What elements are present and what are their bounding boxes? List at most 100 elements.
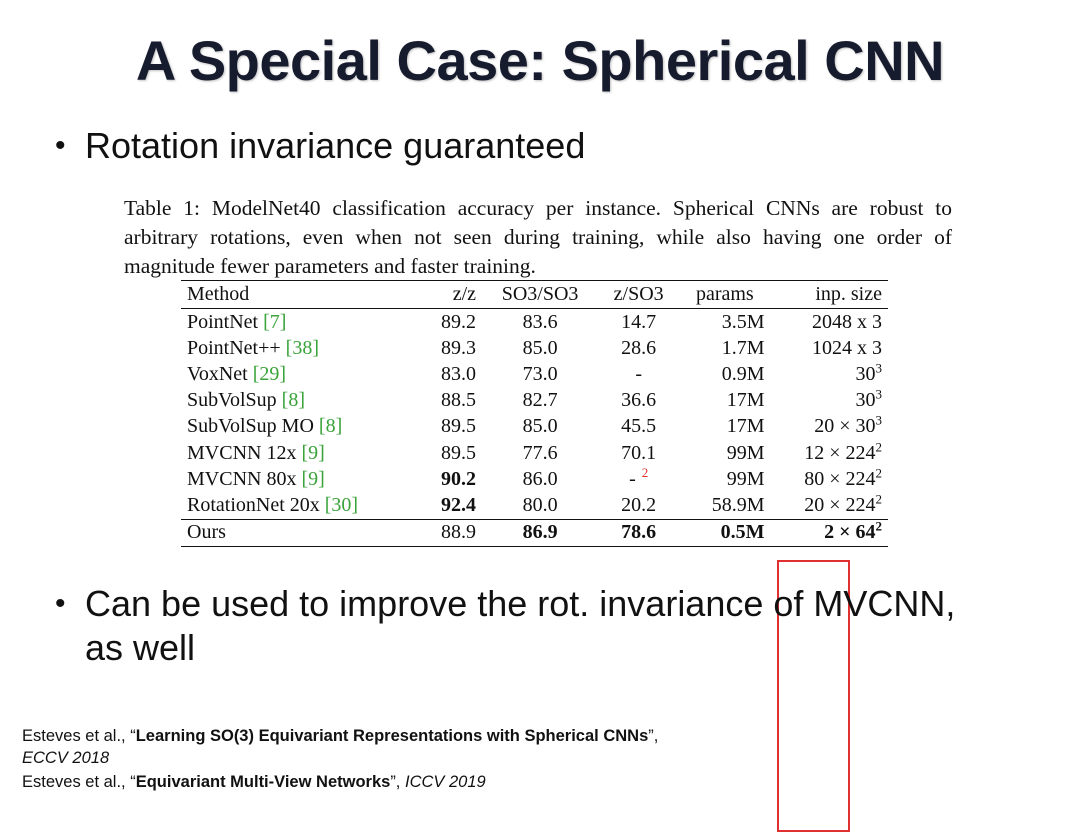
citation-link[interactable]: [30]: [324, 493, 359, 516]
method-name: PointNet: [187, 310, 264, 333]
bullet-2: • Can be used to improve the rot. invari…: [55, 582, 985, 670]
cell-zso3: 45.5: [598, 414, 679, 440]
table-row: Ours 88.9 86.9 78.6 0.5M 2 × 642: [181, 518, 888, 547]
table-row: MVCNN 80x [9] 90.2 86.0-2 99M 80 × 2242: [181, 466, 888, 492]
citation-link[interactable]: [7]: [263, 310, 287, 333]
header-zso3: z/SO3: [598, 280, 680, 309]
cell-zz: 88.5: [441, 389, 477, 412]
header-params: params: [679, 280, 771, 309]
citation-link[interactable]: [29]: [252, 362, 287, 385]
cell-zso3: 14.7: [598, 309, 679, 336]
inp-size-exponent: 3: [875, 360, 883, 376]
reference-sep: ”,: [648, 727, 659, 745]
cell-zso3: 36.6: [598, 388, 679, 414]
footnote-marker: 2: [641, 465, 649, 481]
inp-size-base: 20 × 224: [804, 493, 876, 516]
inp-size-exponent: 2: [875, 518, 883, 534]
cell-zz: 92.4: [441, 493, 477, 516]
cell-zso3: -: [598, 361, 679, 387]
zso3-value: 36.6: [621, 389, 657, 412]
table-row: PointNet++ [38] 89.3 85.0 28.6 1.7M 1024 x 3: [181, 335, 888, 361]
cell-inp-size: 20 × 303: [770, 414, 888, 440]
cell-method: Ours: [181, 518, 421, 547]
slide-title: A Special Case: Spherical CNN: [135, 29, 945, 92]
cell-params: 1.7M: [721, 336, 765, 359]
inp-size-exponent: 3: [875, 412, 883, 428]
table-row: MVCNN 12x [9] 89.5 77.6 70.1 99M 12 × 2242: [181, 440, 888, 466]
cell-method: PointNet++ [38]: [181, 335, 421, 361]
bullet-2-text: Can be used to improve the rot. invarian…: [85, 583, 956, 668]
reference-title: Learning SO(3) Equivariant Representatio…: [135, 727, 649, 745]
cell-method: MVCNN 80x [9]: [181, 466, 421, 492]
cell-params: 17M: [726, 389, 765, 412]
cell-method: SubVolSup [8]: [181, 388, 421, 414]
cell-zz: 89.5: [441, 415, 477, 438]
method-name: Ours: [187, 521, 226, 544]
cell-zz: 89.5: [441, 441, 477, 464]
cell-params: 58.9M: [711, 493, 765, 516]
reference-sep: ”,: [390, 773, 405, 791]
cell-zz: 88.9: [420, 518, 483, 547]
results-table: Method z/z SO3/SO3 z/SO3 params inp. siz…: [181, 280, 888, 547]
header-zz: z/z: [420, 280, 483, 309]
citation-link[interactable]: [9]: [301, 467, 325, 490]
cell-method: SubVolSup MO [8]: [181, 414, 421, 440]
cell-params: 99M: [726, 441, 765, 464]
inp-size-base: 80 × 224: [804, 467, 876, 490]
cell-zz: 89.2: [441, 310, 477, 333]
header-method: Method: [181, 280, 421, 309]
method-name: MVCNN 12x: [187, 441, 302, 464]
cell-zz: 89.3: [441, 336, 477, 359]
cell-params: 0.9M: [721, 362, 765, 385]
zso3-value: 28.6: [621, 336, 657, 359]
zso3-value: -: [635, 362, 642, 385]
inp-size-base: 20 × 30: [814, 415, 876, 438]
inp-size-base: 2 × 64: [824, 521, 876, 544]
cell-zz: 90.2: [441, 467, 477, 490]
bullet-dot: •: [55, 587, 66, 620]
method-name: VoxNet: [187, 362, 253, 385]
reference-venue: ECCV 2018: [22, 749, 110, 767]
inp-size-base: 2048 x 3: [812, 310, 882, 333]
inp-size-base: 30: [855, 389, 876, 412]
inp-size-base: 12 × 224: [804, 441, 876, 464]
cell-method: MVCNN 12x [9]: [181, 440, 421, 466]
cell-zz: 83.0: [441, 362, 477, 385]
method-name: SubVolSup: [187, 389, 282, 412]
inp-size-base: 30: [855, 362, 876, 385]
cell-params: 17M: [726, 415, 765, 438]
cell-zso3: 78.6: [598, 518, 680, 547]
table-caption: Table 1: ModelNet40 classification accur…: [124, 196, 952, 278]
citation-link[interactable]: [38]: [285, 336, 319, 359]
reference-author: Esteves et al., “: [22, 773, 136, 791]
cell-zso3: 70.1: [598, 440, 679, 466]
cell-so3so3: 86.0: [522, 467, 558, 490]
cell-inp-size: 1024 x 3: [770, 335, 888, 361]
cell-so3so3: 83.6: [522, 310, 558, 333]
zso3-value: 45.5: [621, 415, 657, 438]
cell-params: 3.5M: [721, 310, 765, 333]
citation-link[interactable]: [9]: [301, 441, 325, 464]
header-inp-size: inp. size: [770, 280, 888, 309]
header-so3so3: SO3/SO3: [482, 280, 599, 309]
table-header-row: Method z/z SO3/SO3 z/SO3 params inp. siz…: [181, 280, 888, 309]
zso3-value: 78.6: [621, 521, 657, 544]
cell-params: 0.5M: [679, 518, 771, 547]
cell-inp-size: 2048 x 3: [770, 309, 888, 336]
table-row: SubVolSup [8] 88.5 82.7 36.6 17M 303: [181, 388, 888, 414]
cell-inp-size: 2 × 642: [770, 518, 888, 547]
cell-zso3: 28.6: [598, 335, 679, 361]
cell-method: PointNet [7]: [181, 309, 421, 336]
cell-inp-size: 80 × 2242: [770, 466, 888, 492]
citation-link[interactable]: [8]: [281, 389, 305, 412]
reference-author: Esteves et al., “: [22, 727, 136, 745]
cell-params: 99M: [726, 467, 765, 490]
reference-2: Esteves et al., “Equivariant Multi-View …: [22, 771, 682, 793]
cell-so3so3: 80.0: [522, 493, 558, 516]
table-row: PointNet [7] 89.2 83.6 14.7 3.5M 2048 x 3: [181, 309, 888, 336]
method-name: RotationNet 20x: [187, 493, 325, 516]
reference-title: Equivariant Multi-View Networks: [135, 773, 391, 791]
cell-zso3: 20.2: [598, 492, 679, 519]
inp-size-exponent: 3: [875, 386, 883, 402]
citation-link[interactable]: [8]: [318, 415, 343, 438]
